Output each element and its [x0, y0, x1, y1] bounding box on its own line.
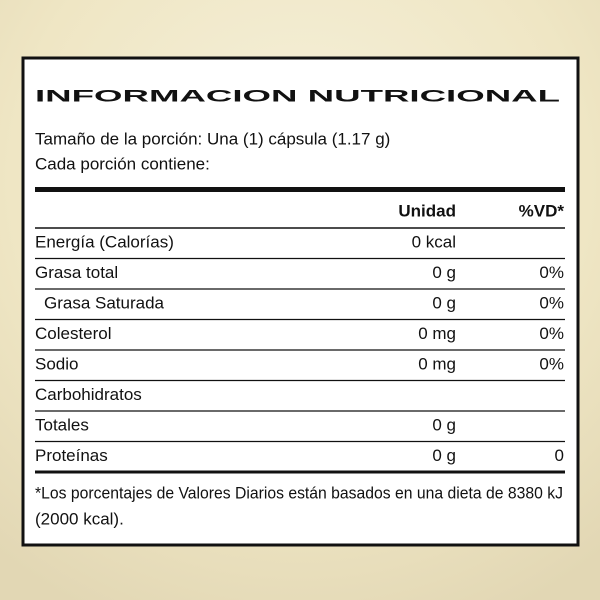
rows: Energía (Calorías) 0 kcal Grasa total 0 g 0%… [35, 233, 565, 465]
nutrient-name: Grasa Saturada [44, 294, 165, 313]
nutrient-daily-value: 0% [539, 294, 564, 313]
nutrient-amount: 0 g [432, 416, 456, 435]
nutrient-amount: 0 mg [418, 355, 456, 374]
nutrient-daily-value: 0% [539, 263, 564, 282]
title: INFORMACION NUTRICIONAL [35, 86, 560, 105]
per-serving: Cada porción contiene: [35, 154, 210, 173]
footnote: *Los porcentajes de Valores Diarios está… [35, 483, 563, 502]
nutrient-name: Totales [35, 416, 89, 435]
nutrient-amount: 0 g [432, 294, 456, 313]
column-header: %VD* [519, 201, 565, 220]
nutrient-amount: 0 kcal [412, 233, 456, 252]
footnote: (2000 kcal). [35, 509, 124, 528]
column-header: Unidad [398, 201, 456, 220]
nutrient-daily-value: 0 [555, 446, 564, 465]
serving-size: Tamaño de la porción: Una (1) cápsula (1… [35, 129, 390, 148]
label-box [21, 56, 580, 547]
thick-rule [35, 187, 565, 192]
nutrient-name: Proteínas [35, 446, 108, 465]
nutrient-amount: 0 g [432, 446, 456, 465]
nutrient-name: Carbohidratos [35, 385, 142, 404]
nutrient-daily-value: 0% [539, 355, 564, 374]
nutrient-name: Grasa total [35, 263, 118, 282]
nutrient-name: Energía (Calorías) [35, 233, 174, 252]
nutrient-daily-value: 0% [539, 324, 564, 343]
nutrient-name: Sodio [35, 355, 78, 374]
nutrient-amount: 0 mg [418, 324, 456, 343]
nutrient-amount: 0 g [432, 263, 456, 282]
nutrient-name: Colesterol [35, 324, 112, 343]
